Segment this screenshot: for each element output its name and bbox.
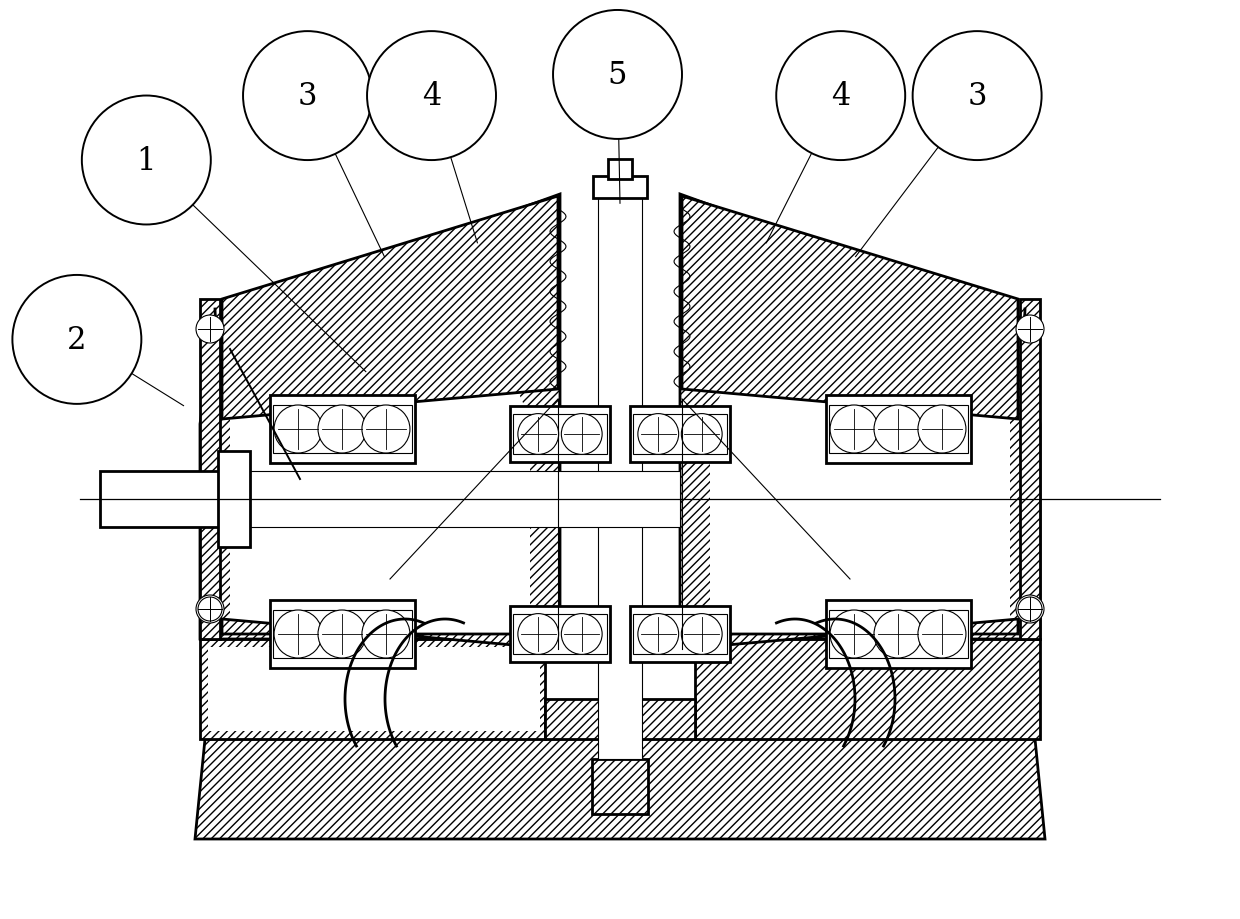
Circle shape [562,614,603,654]
Polygon shape [546,699,694,739]
Circle shape [1016,596,1044,623]
Polygon shape [1021,300,1040,640]
Circle shape [274,405,322,453]
Circle shape [830,610,878,658]
Polygon shape [229,269,529,634]
Circle shape [562,414,603,455]
Circle shape [874,610,923,658]
Polygon shape [222,197,558,420]
Circle shape [82,96,211,225]
Bar [630,407,730,462]
Bar [828,406,967,453]
Circle shape [1016,315,1044,344]
Circle shape [198,597,222,621]
Circle shape [317,405,366,453]
Bar [598,195,642,759]
Circle shape [243,32,372,161]
Circle shape [362,610,410,658]
Circle shape [918,405,966,453]
Bar [591,759,649,814]
Circle shape [918,610,966,658]
Bar [513,615,608,653]
Text: 3: 3 [967,81,987,112]
Polygon shape [694,640,1040,739]
Circle shape [830,405,878,453]
Circle shape [1018,597,1042,621]
Circle shape [637,414,678,455]
Circle shape [518,614,559,654]
Text: 4: 4 [831,81,851,112]
Bar [630,607,730,663]
Circle shape [274,610,322,658]
Polygon shape [682,197,1018,420]
Circle shape [553,11,682,140]
Text: 4: 4 [422,81,441,112]
Polygon shape [682,619,1018,650]
Circle shape [367,32,496,161]
Bar [828,610,967,658]
Circle shape [681,614,722,654]
Bar [510,407,610,462]
Polygon shape [200,640,546,739]
Bar [826,600,971,668]
Text: 2: 2 [67,324,87,356]
Circle shape [874,405,923,453]
Bar [632,615,727,653]
Circle shape [776,32,905,161]
Polygon shape [195,739,1045,839]
Polygon shape [200,300,219,640]
Bar [273,610,412,658]
Bar [510,607,610,663]
Bar [269,600,414,668]
Text: 1: 1 [136,145,156,176]
Circle shape [12,276,141,404]
Bar [608,160,632,180]
Circle shape [681,414,722,455]
Circle shape [317,610,366,658]
Polygon shape [680,195,1040,640]
Bar [219,471,680,528]
Polygon shape [208,647,539,732]
Polygon shape [711,269,1011,634]
Bar [218,451,250,548]
Bar [273,406,412,453]
Bar [632,415,727,454]
Bar [593,176,647,199]
Circle shape [196,315,224,344]
Polygon shape [200,195,560,640]
Text: 3: 3 [298,81,317,112]
Circle shape [196,596,224,623]
Polygon shape [222,619,558,650]
Circle shape [362,405,410,453]
Text: 5: 5 [608,60,627,91]
Bar [513,415,608,454]
Circle shape [518,414,559,455]
Bar [269,395,414,463]
Circle shape [637,614,678,654]
Circle shape [913,32,1042,161]
Bar [100,471,219,528]
Bar [826,395,971,463]
